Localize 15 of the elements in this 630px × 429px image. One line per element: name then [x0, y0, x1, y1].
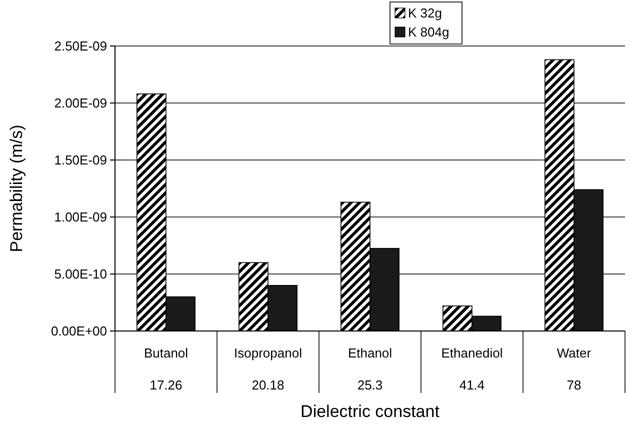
y-tick-label: 1.00E-09 [54, 210, 107, 225]
category-label: Ethanol 25.3 [348, 346, 392, 393]
category-label: Water 78 [556, 346, 592, 393]
legend-label: K 804g [408, 24, 450, 40]
category-label: Ethanediol 41.4 [441, 346, 503, 393]
x-axis-title: Dielectric constant [300, 402, 440, 421]
y-tick-label: 2.50E-09 [54, 38, 107, 54]
category-label: Isopropanol 20.18 [234, 346, 302, 393]
legend-label: K 32g [408, 6, 442, 21]
category-label: Butanol 17.26 [144, 346, 188, 393]
y-tick-label: 2.00E-09 [54, 96, 107, 111]
y-tick-label: 0.00E+00 [50, 324, 107, 339]
y-tick-label: 5.00E-10 [54, 266, 107, 282]
y-axis-title: Permability (m/s) [7, 124, 26, 252]
y-tick-label: 1.50E-09 [54, 152, 107, 168]
